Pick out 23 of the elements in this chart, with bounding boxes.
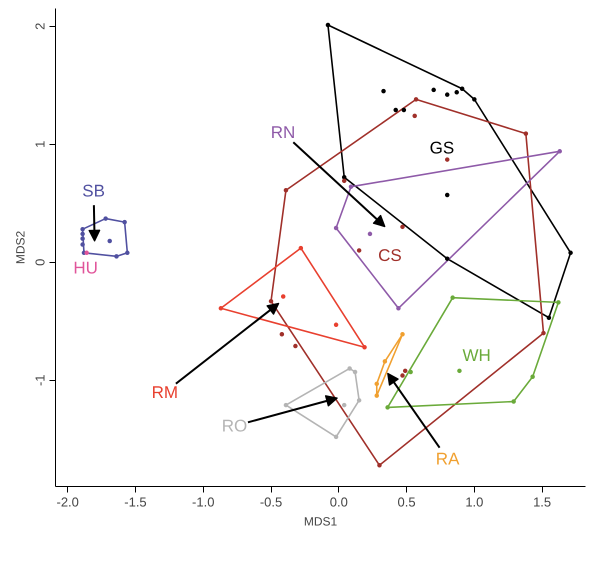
annotation: WH <box>462 346 491 366</box>
annotation: RO <box>222 416 248 436</box>
x-tick-label: -1.5 <box>124 494 147 510</box>
x-axis-title: MDS1 <box>304 514 338 528</box>
x-tick-label: 1.5 <box>533 494 552 510</box>
annotation: RA <box>436 450 460 469</box>
annotation: RM <box>152 382 178 402</box>
annotation: CS <box>378 246 402 265</box>
annotation: GS <box>430 138 454 158</box>
y-tick-label: 2 <box>32 22 48 30</box>
annotation: RN <box>270 123 296 142</box>
x-tick-label: -2.0 <box>56 494 79 510</box>
x-tick-label: 0.0 <box>330 494 348 510</box>
y-axis-title: MDS2 <box>14 230 28 264</box>
y-tick-label: -1 <box>32 374 48 386</box>
y-tick-label: 1 <box>32 140 48 148</box>
x-tick-label: -1.0 <box>192 494 214 510</box>
x-tick-label: -0.5 <box>260 494 282 510</box>
y-tick-label: 0 <box>32 258 48 266</box>
annotation: HU <box>73 258 98 278</box>
x-tick-label: 1.0 <box>465 494 484 510</box>
annotation: SB <box>82 182 105 201</box>
x-tick-label: 0.5 <box>398 494 416 510</box>
